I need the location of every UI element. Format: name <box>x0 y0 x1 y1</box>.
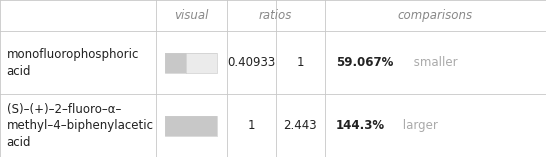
Text: 144.3%: 144.3% <box>336 119 385 132</box>
Bar <box>165 116 217 136</box>
Bar <box>165 53 217 73</box>
Text: visual: visual <box>174 9 208 22</box>
Text: comparisons: comparisons <box>398 9 473 22</box>
Text: 0.40933: 0.40933 <box>227 56 275 69</box>
Text: larger: larger <box>399 119 438 132</box>
Text: 2.443: 2.443 <box>283 119 317 132</box>
Text: (S)–(+)–2–fluoro–α–
methyl–4–biphenylacetic
acid: (S)–(+)–2–fluoro–α– methyl–4–biphenylace… <box>7 103 153 149</box>
Bar <box>165 116 217 136</box>
Text: monofluorophosphoric
acid: monofluorophosphoric acid <box>7 48 139 78</box>
Bar <box>186 53 217 73</box>
Text: 59.067%: 59.067% <box>336 56 393 69</box>
Text: 1: 1 <box>247 119 255 132</box>
Text: ratios: ratios <box>259 9 293 22</box>
Text: 1: 1 <box>296 56 304 69</box>
Text: smaller: smaller <box>410 56 458 69</box>
Bar <box>165 53 186 73</box>
